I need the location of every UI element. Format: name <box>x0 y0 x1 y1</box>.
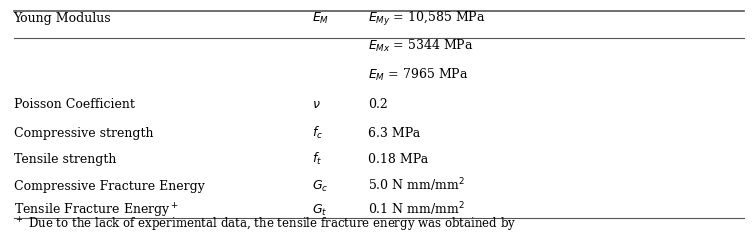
Text: $E_M$: $E_M$ <box>312 11 329 26</box>
Text: Young Modulus: Young Modulus <box>14 12 111 25</box>
Text: $G_c$: $G_c$ <box>312 179 329 194</box>
Text: Tensile Fracture Energy$^+$: Tensile Fracture Energy$^+$ <box>14 201 178 219</box>
Text: Compressive strength: Compressive strength <box>14 127 153 140</box>
Text: $G_t$: $G_t$ <box>312 203 327 218</box>
Text: 0.2: 0.2 <box>368 98 388 111</box>
Text: 0.18 MPa: 0.18 MPa <box>368 153 429 166</box>
Text: $E_{My}$ = 10,585 MPa: $E_{My}$ = 10,585 MPa <box>368 10 486 28</box>
Text: Poisson Coefficient: Poisson Coefficient <box>14 98 135 111</box>
Text: $\nu$: $\nu$ <box>312 98 321 111</box>
Text: Compressive Fracture Energy: Compressive Fracture Energy <box>14 180 205 193</box>
Text: $f_t$: $f_t$ <box>312 151 322 167</box>
Text: $f_c$: $f_c$ <box>312 125 323 141</box>
Text: 0.1 N mm/mm$^2$: 0.1 N mm/mm$^2$ <box>368 200 465 218</box>
Text: $E_M$ = 7965 MPa: $E_M$ = 7965 MPa <box>368 67 468 83</box>
Text: 5.0 N mm/mm$^2$: 5.0 N mm/mm$^2$ <box>368 176 465 194</box>
Text: $E_{Mx}$ = 5344 MPa: $E_{Mx}$ = 5344 MPa <box>368 38 474 54</box>
Text: 6.3 MPa: 6.3 MPa <box>368 127 420 140</box>
Text: Tensile strength: Tensile strength <box>14 153 116 166</box>
Text: $^+$ Due to the lack of experimental data, the tensile fracture energy was obtai: $^+$ Due to the lack of experimental dat… <box>14 216 516 234</box>
